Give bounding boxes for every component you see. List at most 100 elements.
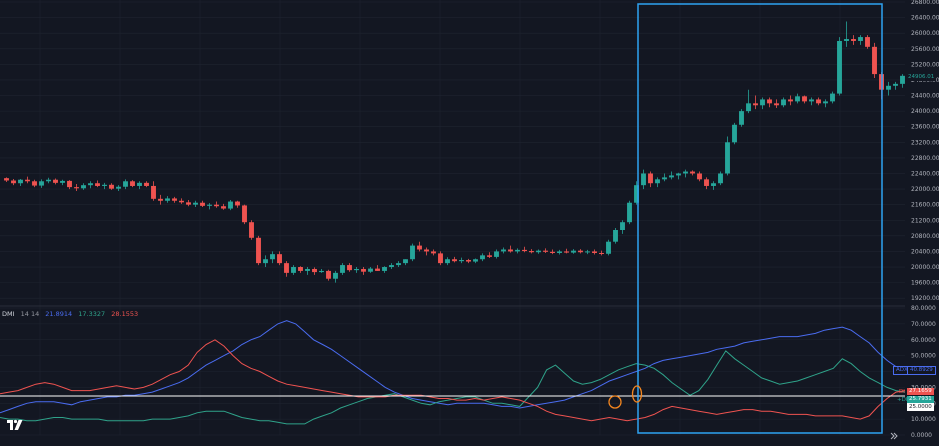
candle-body [144, 182, 149, 186]
dmi-lines [0, 320, 906, 425]
candle-body [739, 111, 744, 125]
price-tick-label: 22400.00 [911, 170, 939, 177]
indicator-name: DMI [2, 310, 15, 318]
candle-body [529, 251, 534, 253]
candle-body [473, 259, 478, 262]
candle-body [228, 201, 233, 209]
candle-body [368, 268, 373, 272]
candle-body [599, 252, 604, 254]
minus-di-badge: 27.1659 [907, 388, 934, 395]
candle-body [760, 99, 765, 106]
price-tick-label: 22800.00 [911, 155, 939, 162]
candle-body [634, 185, 639, 203]
candle-body [459, 260, 464, 262]
candle-body [452, 259, 457, 262]
candle-body [557, 251, 562, 253]
level-badge: 25.0000 [907, 403, 934, 411]
candle-body [74, 187, 79, 189]
candle-body [403, 259, 408, 264]
candle-body [424, 249, 429, 252]
candle-body [578, 250, 583, 253]
candle-body [151, 185, 156, 199]
crossover-marker-1 [608, 395, 622, 409]
candle-body [95, 183, 100, 186]
tradingview-logo[interactable] [6, 418, 24, 432]
dmi-tick-label: 80.0000 [911, 305, 936, 312]
candle-body [466, 260, 471, 262]
candle-body [207, 204, 212, 206]
candle-body [893, 83, 898, 86]
candle-body [102, 184, 107, 186]
candle-body [802, 96, 807, 102]
candle-body [851, 39, 856, 41]
candle-body [571, 250, 576, 253]
candle-body [669, 175, 674, 178]
candle-body [235, 201, 240, 206]
plus-di-label: +DI [897, 397, 908, 403]
candle-body [291, 267, 296, 273]
candle-body [53, 179, 58, 183]
price-tick-label: 21200.00 [911, 217, 939, 224]
candle-body [123, 181, 128, 187]
candle-body [788, 99, 793, 102]
price-tick-label: 24400.00 [911, 93, 939, 100]
candle-body [186, 202, 191, 205]
candle-body [886, 85, 891, 90]
candle-body [501, 249, 506, 252]
candle-body [858, 37, 863, 41]
candle-body [522, 249, 527, 252]
candle-body [249, 222, 254, 238]
candle-body [137, 182, 142, 186]
candle-body [767, 99, 772, 104]
double-chevron-right-icon [890, 432, 898, 440]
adx-badge: 40.8929 [907, 366, 936, 375]
candle-body [725, 142, 730, 174]
dmi-tick-label: 10.0000 [911, 416, 936, 423]
candle-body [711, 183, 716, 186]
candle-body [445, 259, 450, 264]
price-tick-label: 26800.00 [911, 0, 939, 6]
highlight-box [637, 3, 883, 434]
candle-body [536, 250, 541, 253]
candle-body [613, 230, 618, 242]
candle-body [410, 245, 415, 260]
price-tick-label: 23600.00 [911, 124, 939, 131]
price-tick-label: 22000.00 [911, 186, 939, 193]
scroll-to-realtime-button[interactable] [889, 428, 899, 440]
plus-di-value: 17.3327 [78, 310, 106, 318]
candle-body [837, 40, 842, 94]
candle-body [4, 178, 9, 181]
candle-body [865, 37, 870, 47]
minus-di-label: -DI [897, 389, 905, 395]
candle-body [116, 186, 121, 189]
minus-di-value: 28.1553 [111, 310, 139, 318]
candle-body [830, 93, 835, 102]
price-axis: 26800.00 26400.00 26000.00 25600.00 25200.00… [911, 0, 939, 302]
candle-body [67, 180, 72, 188]
candle-body [417, 245, 422, 250]
candle-body [662, 177, 667, 180]
candle-body [375, 268, 380, 271]
candle-body [46, 179, 51, 182]
candle-body [200, 202, 205, 206]
candle-body [732, 124, 737, 143]
price-tick-label: 26000.00 [911, 30, 939, 37]
candle-body [844, 39, 849, 41]
candle-body [382, 267, 387, 271]
candle-body [872, 46, 877, 75]
candle-body [620, 222, 625, 230]
price-tick-label: 20000.00 [911, 264, 939, 271]
candle-body [347, 265, 352, 271]
plus-di-badge: 25.7931 [907, 396, 934, 403]
candle-body [648, 173, 653, 184]
candle-body [396, 263, 401, 266]
indicator-legend[interactable]: DMI 14 14 21.8914 17.3327 28.1553 [2, 310, 142, 318]
candle-body [11, 180, 16, 184]
candle-body [795, 96, 800, 102]
candle-body [312, 268, 317, 273]
candle-body [165, 198, 170, 201]
candle-body [718, 173, 723, 184]
candle-body [438, 253, 443, 264]
price-tick-label: 19200.00 [911, 295, 939, 302]
